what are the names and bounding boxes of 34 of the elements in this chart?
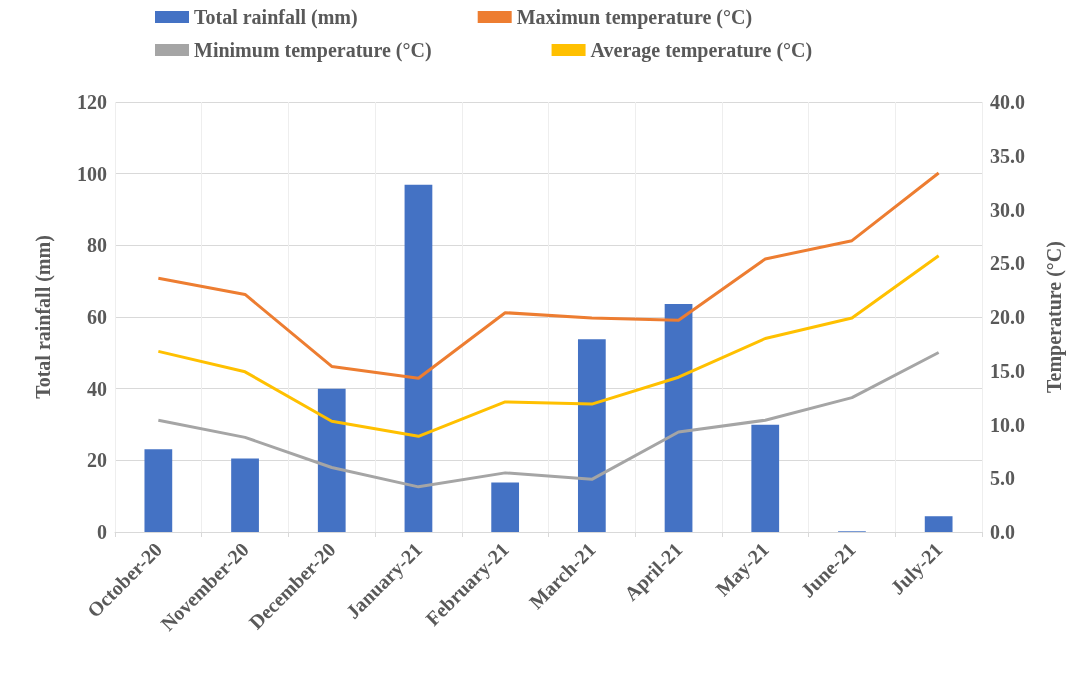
y-tick-label: 40 xyxy=(87,377,107,400)
y2-tick-label: 15.0 xyxy=(990,359,1025,382)
bar xyxy=(577,339,606,532)
bar xyxy=(317,388,346,532)
bar xyxy=(491,482,520,532)
legend-label: Average temperature (°C) xyxy=(590,39,813,62)
bar xyxy=(404,184,433,532)
y2-tick-label: 35.0 xyxy=(990,144,1025,167)
y-axis-title: Total rainfall (mm) xyxy=(32,235,55,399)
y2-tick-label: 10.0 xyxy=(990,413,1025,436)
y2-tick-label: 25.0 xyxy=(990,252,1025,275)
legend-label: Total rainfall (mm) xyxy=(194,6,358,29)
legend-label: Minimum temperature (°C) xyxy=(194,39,432,62)
y2-tick-label: 40.0 xyxy=(990,91,1025,113)
y2-tick-label: 30.0 xyxy=(990,198,1025,221)
bar xyxy=(144,449,173,532)
line-series xyxy=(156,350,941,489)
y-tick-label: 100 xyxy=(77,162,107,185)
y-tick-label: 0 xyxy=(97,521,107,543)
y2-tick-label: 20.0 xyxy=(990,306,1025,328)
bar xyxy=(751,424,780,532)
bar xyxy=(924,516,953,532)
bar xyxy=(664,304,693,532)
y2-tick-label: 5.0 xyxy=(990,467,1015,490)
y2-axis-title: Temperature (°C) xyxy=(1043,241,1066,393)
y-tick-label: 80 xyxy=(87,234,107,257)
y-tick-label: 20 xyxy=(87,449,107,472)
y2-tick-label: 0.0 xyxy=(990,521,1015,543)
line-series xyxy=(156,254,941,438)
y-tick-label: 120 xyxy=(77,91,107,113)
y-tick-label: 60 xyxy=(87,306,107,328)
bar xyxy=(231,458,259,532)
legend-label: Maximun temperature (°C) xyxy=(516,6,753,29)
line-series xyxy=(156,171,941,380)
